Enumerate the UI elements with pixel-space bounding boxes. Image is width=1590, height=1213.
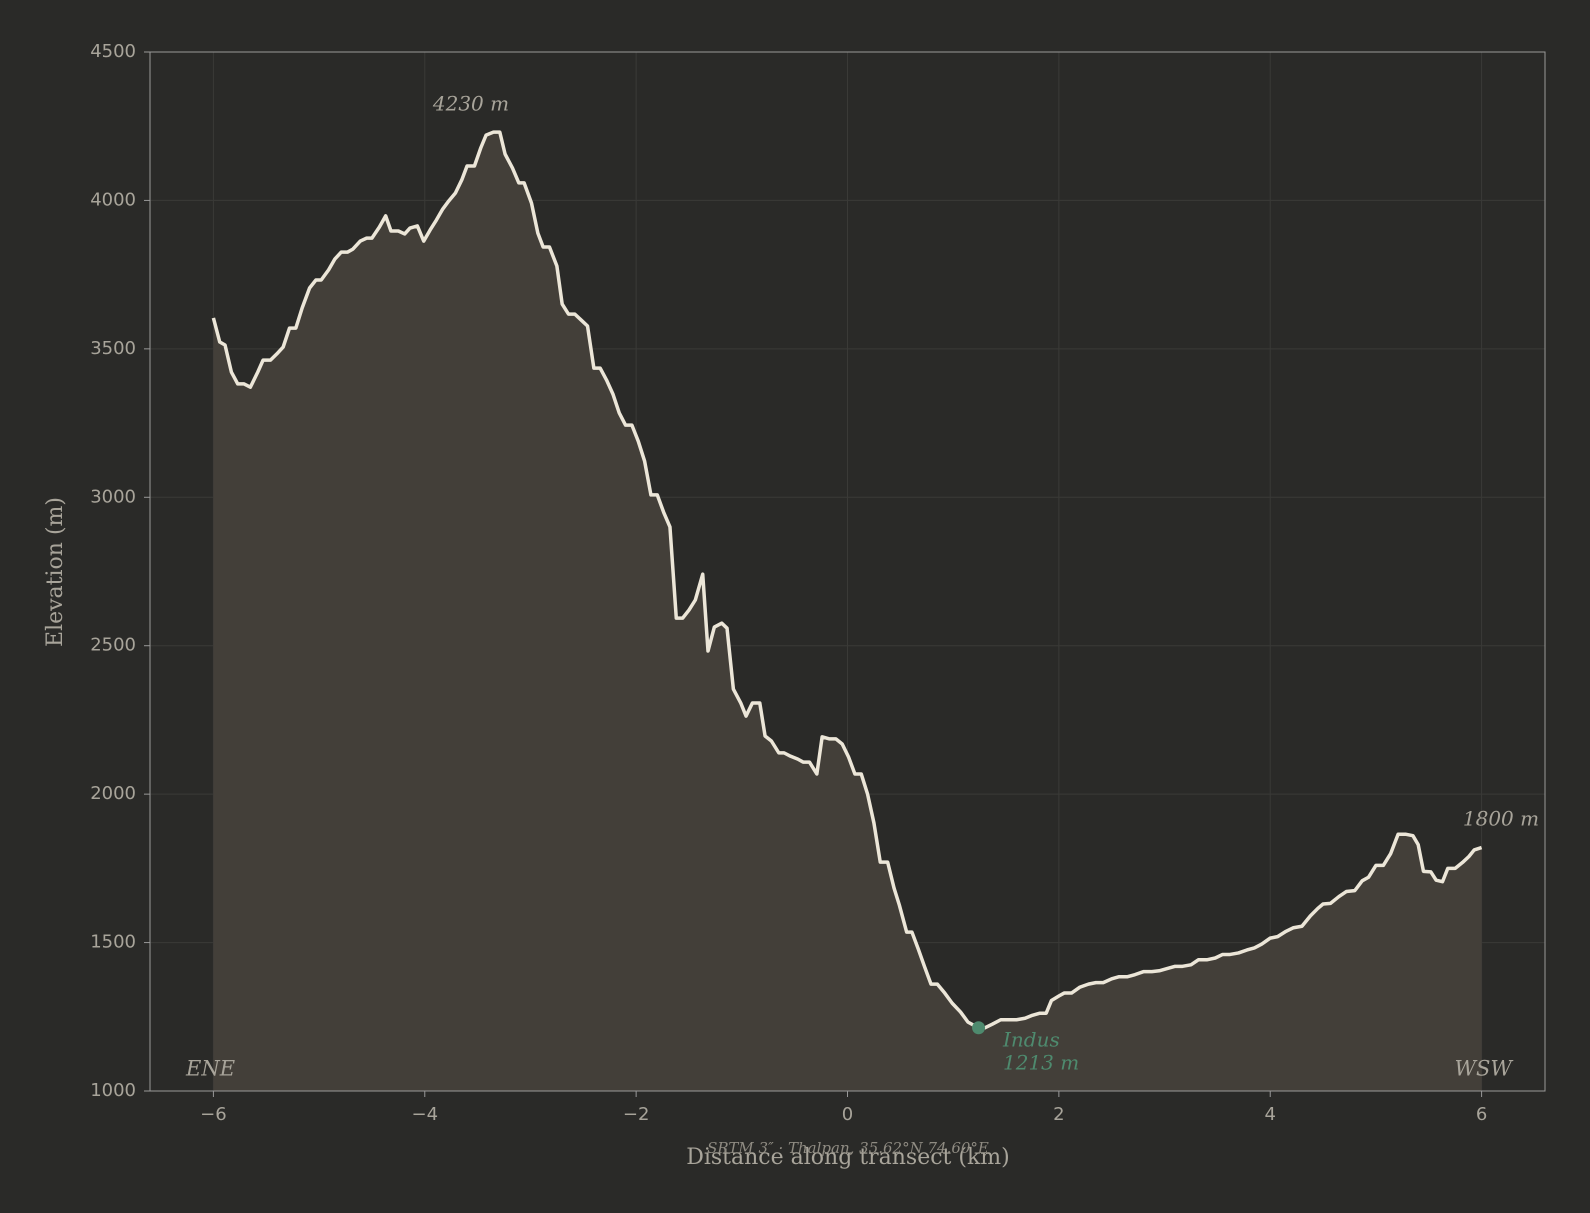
- x-axis-label: Distance along transect (km): [686, 1145, 1010, 1170]
- x-tick-label: 6: [1476, 1104, 1487, 1125]
- source-note: SRTM 3″ · Thalpan, 35.62°N 74.60°E: [707, 1139, 989, 1157]
- plot-frame: [149, 51, 1546, 1092]
- peak-annotation: 4230 m: [432, 92, 509, 116]
- y-tick-label: 2500: [90, 635, 136, 656]
- y-tick-label: 3500: [90, 338, 136, 359]
- x-tick-label: 4: [1265, 1104, 1276, 1125]
- river-annotation: Indus: [1002, 1028, 1060, 1052]
- y-tick-label: 1500: [90, 932, 136, 953]
- y-tick-label: 4000: [90, 189, 136, 210]
- y-tick-label: 3000: [90, 486, 136, 507]
- y-tick-label: 4500: [90, 41, 136, 62]
- x-tick-label: −2: [623, 1104, 650, 1125]
- y-axis-label: Elevation (m): [43, 497, 68, 647]
- river-marker: [972, 1021, 986, 1035]
- area-fill: [213, 132, 1482, 1091]
- x-tick-label: 2: [1053, 1104, 1064, 1125]
- direction-label: WSW: [1454, 1057, 1514, 1081]
- elevation-line: [211, 130, 1483, 1030]
- x-tick-label: −6: [200, 1104, 227, 1125]
- end-annotation: 1800 m: [1463, 807, 1539, 831]
- river-elevation-annotation: 1213 m: [1003, 1051, 1079, 1075]
- y-tick-label: 1000: [90, 1080, 136, 1101]
- y-tick-label: 2000: [90, 783, 136, 804]
- direction-label: ENE: [185, 1057, 235, 1081]
- x-tick-label: −4: [411, 1104, 438, 1125]
- x-tick-label: 0: [842, 1104, 853, 1125]
